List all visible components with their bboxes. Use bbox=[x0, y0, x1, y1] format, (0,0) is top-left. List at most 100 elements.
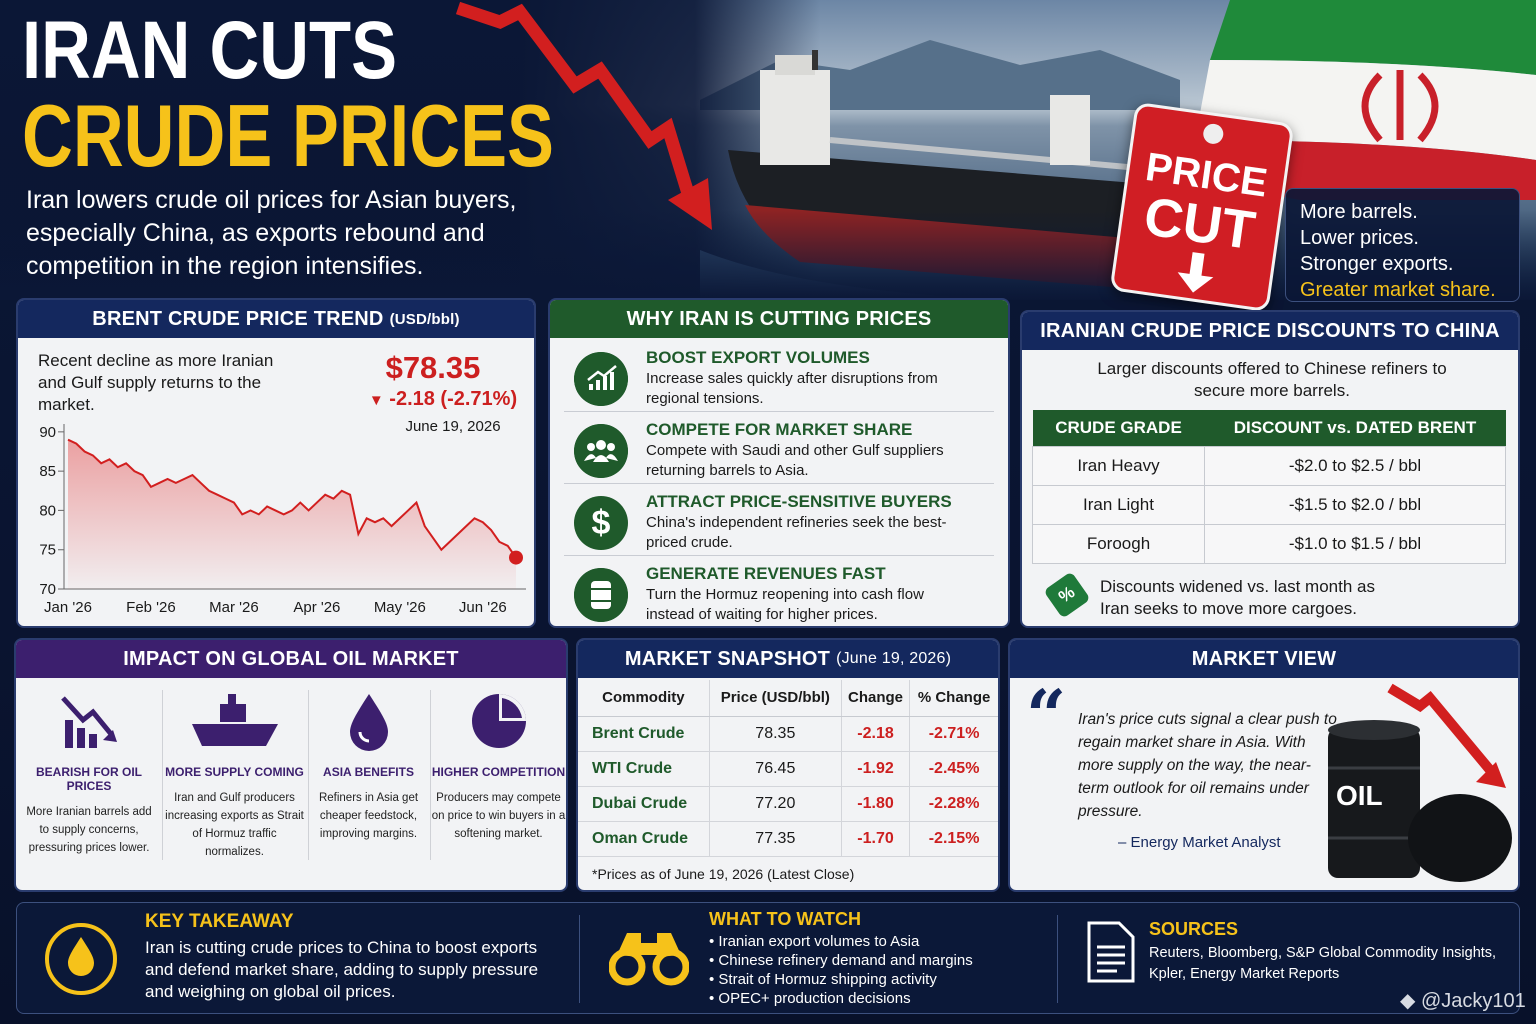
why-panel: WHY IRAN IS CUTTING PRICES BOOST EXPORT … bbox=[548, 298, 1010, 628]
barrel-label: OIL bbox=[1336, 780, 1383, 811]
discount-intro: Larger discounts offered to Chinese refi… bbox=[1097, 359, 1447, 400]
y-tick-label: 70 bbox=[39, 581, 56, 598]
table-header: CRUDE GRADE bbox=[1032, 410, 1205, 446]
why-item: $ ATTRACT PRICE-SENSITIVE BUYERS China's… bbox=[564, 490, 994, 556]
takeaway-title: KEY TAKEAWAY bbox=[145, 911, 294, 932]
table-cell: -2.15% bbox=[909, 821, 998, 857]
table-cell: Iran Heavy bbox=[1032, 445, 1205, 486]
snapshot-footnote: *Prices as of June 19, 2026 (Latest Clos… bbox=[592, 866, 855, 882]
why-item: COMPETE FOR MARKET SHARE Compete with Sa… bbox=[564, 418, 994, 484]
sources-title: SOURCES bbox=[1149, 919, 1239, 939]
table-cell: 76.45 bbox=[708, 751, 842, 787]
impact-item: BEARISH FOR OIL PRICES More Iranian barr… bbox=[20, 690, 158, 857]
why-heading: GENERATE REVENUES FAST bbox=[646, 564, 886, 583]
brent-change-text: -2.18 (-2.71%) bbox=[389, 388, 518, 410]
panel-title: IMPACT ON GLOBAL OIL MARKET bbox=[16, 640, 566, 678]
document-icon bbox=[1087, 921, 1135, 983]
why-heading: ATTRACT PRICE-SENSITIVE BUYERS bbox=[646, 492, 952, 511]
quote-attribution: – Energy Market Analyst bbox=[1118, 834, 1281, 851]
table-header: Change bbox=[840, 680, 910, 717]
table-cell: 77.35 bbox=[708, 821, 842, 857]
callout: More barrels. Lower prices. Stronger exp… bbox=[1285, 188, 1520, 302]
panel-header: MARKET SNAPSHOT (June 19, 2026) bbox=[578, 640, 998, 678]
x-tick-label: Feb '26 bbox=[126, 599, 176, 616]
table-cell: Brent Crude bbox=[578, 716, 710, 752]
brent-panel: BRENT CRUDE PRICE TREND (USD/bbl) Recent … bbox=[16, 298, 536, 628]
panel-title: MARKET VIEW bbox=[1010, 640, 1518, 678]
end-point bbox=[509, 550, 523, 565]
brent-change: ▼ -2.18 (-2.71%) bbox=[368, 388, 518, 410]
watermark-text: @Jacky101 bbox=[1420, 990, 1526, 1012]
y-tick-label: 85 bbox=[39, 463, 56, 480]
table-cell: Foroogh bbox=[1032, 523, 1205, 564]
table-cell: -2.28% bbox=[909, 786, 998, 822]
title-line1: IRAN CUTS bbox=[22, 5, 398, 96]
table-cell: Oman Crude bbox=[578, 821, 710, 857]
impact-text: Producers may compete on price to win bu… bbox=[431, 792, 566, 840]
bearish-icon bbox=[61, 696, 117, 748]
impact-heading: MORE SUPPLY COMING bbox=[165, 765, 304, 779]
callout-highlight: Greater market share. bbox=[1300, 279, 1496, 301]
dollar-icon: $ bbox=[574, 496, 628, 550]
barrel-art bbox=[1328, 683, 1512, 882]
panel-title: MARKET SNAPSHOT bbox=[624, 647, 831, 670]
brent-chart: 70 75 80 85 90 Jan '26 Feb '26 Mar '26 Apr '26 Ma… bbox=[39, 424, 526, 616]
quote-mark: “ bbox=[1026, 674, 1067, 757]
y-tick-label: 90 bbox=[39, 424, 56, 441]
snapshot-table: Commodity Price (USD/bbl) Change% Change B… bbox=[578, 680, 998, 857]
chart-icon bbox=[574, 352, 628, 406]
takeaway-icon bbox=[45, 923, 117, 995]
area bbox=[68, 439, 516, 589]
brent-price: $78.35 bbox=[385, 350, 481, 385]
down-arrow-icon bbox=[1177, 252, 1214, 293]
table-header: % Change bbox=[909, 680, 998, 717]
panel-header: BRENT CRUDE PRICE TREND (USD/bbl) bbox=[18, 300, 534, 338]
discount-panel: IRANIAN CRUDE PRICE DISCOUNTS TO CHINA L… bbox=[1020, 310, 1520, 628]
x-tick-label: Jan '26 bbox=[44, 599, 92, 616]
table-header: Price (USD/bbl) bbox=[708, 680, 842, 717]
why-text: China's independent refineries seek the … bbox=[646, 514, 947, 551]
subtitle: Iran lowers crude oil prices for Asian b… bbox=[26, 186, 517, 280]
watch-item: Strait of Hormuz shipping activity bbox=[709, 970, 973, 989]
discount-note: Discounts widened vs. last month as Iran… bbox=[1100, 577, 1375, 618]
table-cell: -$2.0 to $2.5 / bbl bbox=[1204, 445, 1506, 486]
panel-unit: (USD/bbl) bbox=[389, 310, 460, 328]
table-cell: -2.45% bbox=[909, 751, 998, 787]
table-cell: -$1.0 to $1.5 / bbl bbox=[1204, 523, 1506, 564]
discount-table: CRUDE GRADE DISCOUNT vs. DATED BRENT Iran… bbox=[1032, 410, 1506, 564]
table-cell: -1.80 bbox=[840, 786, 910, 822]
impact-heading: BEARISH FOR OIL PRICES bbox=[35, 765, 142, 793]
footer: KEY TAKEAWAY Iran is cutting crude price… bbox=[16, 902, 1520, 1014]
impact-item: MORE SUPPLY COMING Iran and Gulf produce… bbox=[162, 690, 306, 860]
watch-title: WHAT TO WATCH bbox=[709, 909, 861, 929]
impact-heading: ASIA BENEFITS bbox=[323, 765, 414, 779]
why-heading: BOOST EXPORT VOLUMES bbox=[646, 348, 870, 367]
watch-item: OPEC+ production decisions bbox=[709, 989, 973, 1008]
y-tick-label: 80 bbox=[39, 502, 56, 519]
people-icon bbox=[574, 424, 628, 478]
barrel-icon bbox=[574, 568, 628, 622]
table-header: DISCOUNT vs. DATED BRENT bbox=[1204, 410, 1506, 446]
table-cell: Dubai Crude bbox=[578, 786, 710, 822]
takeaway-text: Iran is cutting crude prices to China to… bbox=[145, 938, 539, 1001]
panel-title: BRENT CRUDE PRICE TREND bbox=[92, 307, 384, 330]
title-line2: CRUDE PRICES bbox=[22, 86, 554, 185]
callout-line: Lower prices. bbox=[1300, 227, 1419, 249]
why-text: Turn the Hormuz reopening into cash flow… bbox=[646, 586, 924, 623]
table-cell: -$1.5 to $2.0 / bbl bbox=[1204, 484, 1506, 525]
watch-list: Iranian export volumes to Asia Chinese r… bbox=[709, 932, 973, 1008]
market-view-panel: MARKET VIEW “ Iran's price cuts signal a… bbox=[1008, 638, 1520, 892]
sources-text: Reuters, Bloomberg, S&P Global Commodity… bbox=[1149, 945, 1497, 982]
why-item: BOOST EXPORT VOLUMES Increase sales quic… bbox=[564, 346, 994, 412]
discount-tag-icon: % bbox=[1043, 571, 1091, 619]
brent-note: Recent decline as more Iranian and Gulf … bbox=[38, 351, 274, 414]
binoculars-icon bbox=[609, 933, 689, 986]
table-cell: 78.35 bbox=[708, 716, 842, 752]
watch-item: Chinese refinery demand and margins bbox=[709, 951, 972, 970]
quote-text: Iran's price cuts signal a clear push to… bbox=[1078, 711, 1337, 820]
impact-item: ASIA BENEFITS Refiners in Asia get cheap… bbox=[308, 690, 428, 860]
y-tick-label: 75 bbox=[39, 542, 56, 559]
impact-text: Refiners in Asia get cheaper feedstock, … bbox=[318, 792, 419, 840]
table-cell: 77.20 bbox=[708, 786, 842, 822]
